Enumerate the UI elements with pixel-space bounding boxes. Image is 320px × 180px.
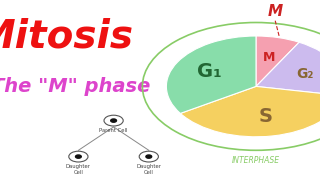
Circle shape [76,155,81,158]
Circle shape [111,119,116,122]
Wedge shape [166,36,256,113]
Text: Daughter
Cell: Daughter Cell [136,164,161,175]
Text: M: M [263,51,276,64]
Wedge shape [256,42,320,96]
Text: Parent Cell: Parent Cell [99,128,128,133]
Wedge shape [256,36,299,86]
Text: Daughter
Cell: Daughter Cell [66,164,91,175]
Text: G₂: G₂ [296,67,313,80]
Text: S: S [259,107,273,126]
Text: M: M [268,4,283,19]
Text: G₁: G₁ [196,62,221,81]
Text: The "M" phase: The "M" phase [0,77,150,96]
Wedge shape [180,86,320,137]
Text: INTERPHASE: INTERPHASE [232,156,280,165]
Text: Mitosis: Mitosis [0,17,133,55]
Circle shape [146,155,152,158]
